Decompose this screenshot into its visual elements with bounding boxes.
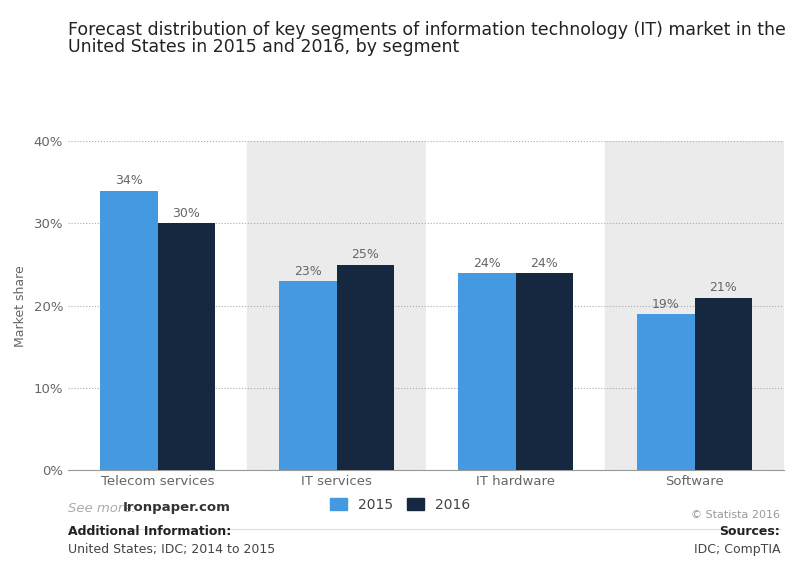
Legend: 2015, 2016: 2015, 2016 xyxy=(325,492,475,517)
Text: United States; IDC; 2014 to 2015: United States; IDC; 2014 to 2015 xyxy=(68,543,275,556)
Text: See more:: See more: xyxy=(68,502,140,514)
Bar xyxy=(100,191,158,470)
Text: Forecast distribution of key segments of information technology (IT) market in t: Forecast distribution of key segments of… xyxy=(68,21,786,39)
Text: 25%: 25% xyxy=(351,248,379,261)
Text: 30%: 30% xyxy=(172,207,200,220)
Text: United States in 2015 and 2016, by segment: United States in 2015 and 2016, by segme… xyxy=(68,38,459,56)
Text: 24%: 24% xyxy=(530,256,558,269)
Text: 19%: 19% xyxy=(652,298,680,310)
Text: © Statista 2016: © Statista 2016 xyxy=(691,510,780,520)
Bar xyxy=(247,141,426,470)
Text: 23%: 23% xyxy=(294,265,322,278)
Bar xyxy=(68,141,247,470)
Bar xyxy=(279,281,337,470)
Text: Ironpaper.com: Ironpaper.com xyxy=(122,502,230,514)
Text: 24%: 24% xyxy=(473,256,501,269)
Text: 34%: 34% xyxy=(115,174,142,187)
Bar xyxy=(638,314,694,470)
Text: Sources:: Sources: xyxy=(719,525,780,538)
Text: Additional Information:: Additional Information: xyxy=(68,525,231,538)
Bar xyxy=(158,223,214,470)
Bar xyxy=(458,273,515,470)
Bar xyxy=(426,141,605,470)
Bar xyxy=(605,141,784,470)
Bar xyxy=(515,273,573,470)
Bar xyxy=(337,265,394,470)
Text: IDC; CompTIA: IDC; CompTIA xyxy=(694,543,780,556)
Y-axis label: Market share: Market share xyxy=(14,265,26,347)
Text: 21%: 21% xyxy=(710,281,737,294)
Bar xyxy=(694,298,752,470)
